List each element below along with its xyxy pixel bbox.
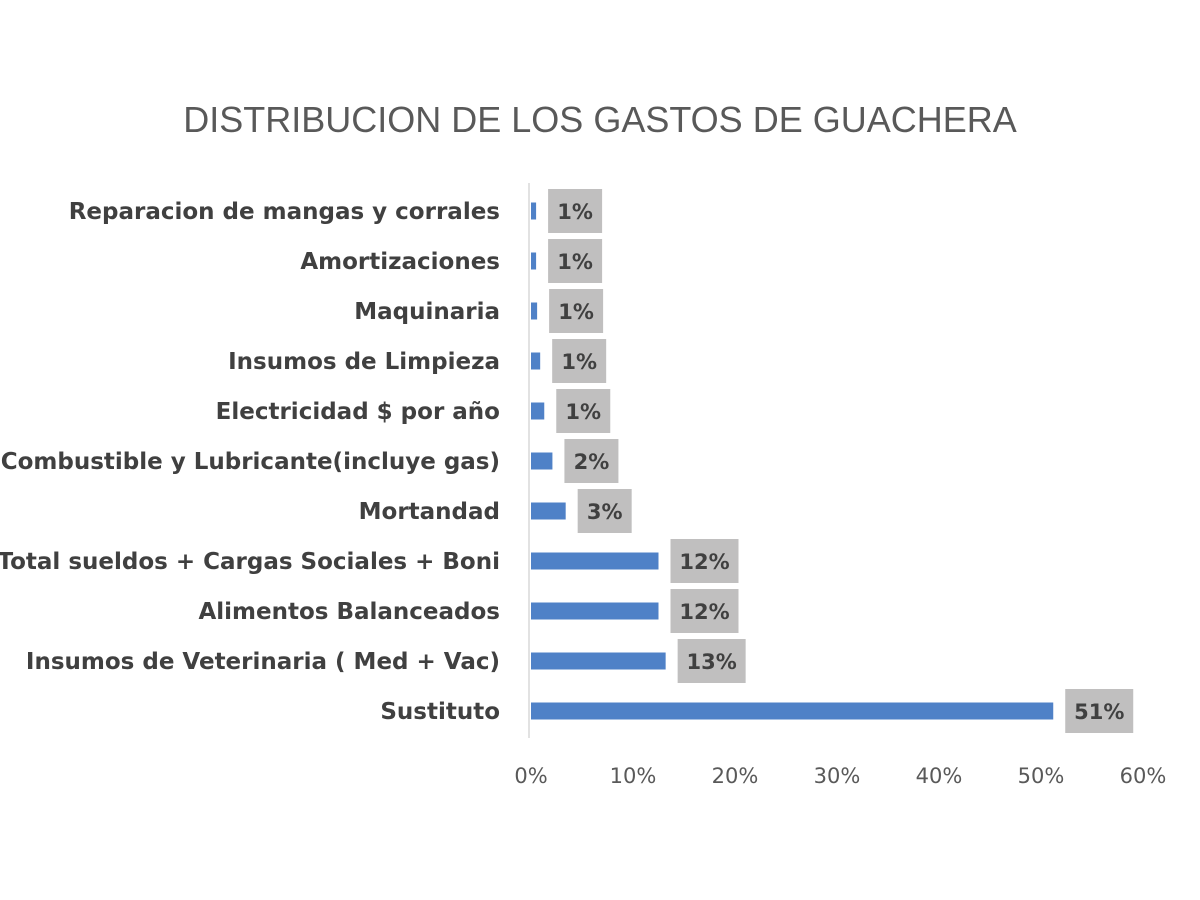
x-tick-label: 40% — [916, 764, 963, 788]
data-label-3: 1% — [549, 289, 604, 333]
category-label-7: Mortandad — [359, 499, 500, 525]
data-label-text: 2% — [574, 450, 610, 474]
data-label-8: 12% — [670, 539, 739, 583]
data-label-5: 1% — [556, 389, 611, 433]
data-label-box — [577, 489, 632, 533]
data-label-text: 1% — [558, 300, 594, 324]
x-tick-label: 20% — [712, 764, 759, 788]
data-label-text: 51% — [1074, 700, 1124, 724]
data-label-text: 3% — [587, 500, 623, 524]
x-axis-ticks-group: 0% 10% 20% 30% 40% 50% 60% — [514, 764, 1166, 788]
data-label-box — [556, 389, 611, 433]
data-label-text: 1% — [565, 400, 601, 424]
bar-11 — [531, 702, 1054, 720]
bar-2 — [531, 252, 537, 270]
data-label-6: 2% — [564, 439, 619, 483]
category-labels-group: Reparacion de mangas y corrales Amortizac… — [0, 199, 500, 725]
category-label-9: Alimentos Balanceados — [198, 599, 500, 625]
category-label-3: Maquinaria — [354, 299, 500, 325]
category-label-6: Combustible y Lubricante(incluye gas) — [1, 449, 500, 475]
data-label-1: 1% — [548, 189, 603, 233]
x-tick-label: 0% — [514, 764, 547, 788]
data-label-box — [548, 239, 603, 283]
data-label-text: 12% — [679, 600, 729, 624]
bar-1 — [531, 202, 537, 220]
x-tick-label: 30% — [814, 764, 861, 788]
category-label-1: Reparacion de mangas y corrales — [69, 199, 500, 225]
chart-title: DISTRIBUCION DE LOS GASTOS DE GUACHERA — [183, 99, 1016, 140]
data-label-9: 12% — [670, 589, 739, 633]
data-label-11: 51% — [1065, 689, 1134, 733]
data-label-text: 1% — [561, 350, 597, 374]
category-label-5: Electricidad $ por año — [216, 399, 500, 425]
data-label-2: 1% — [548, 239, 603, 283]
category-label-10: Insumos de Veterinaria ( Med + Vac) — [26, 649, 500, 675]
data-label-box — [548, 189, 603, 233]
x-tick-label: 60% — [1120, 764, 1167, 788]
bars-group — [531, 202, 1054, 720]
data-labels-group: 1% 1% 1% 1% 1% 2% 3% 12% 12% 13% 51% — [548, 189, 1134, 733]
bar-3 — [531, 302, 538, 320]
x-tick-label: 10% — [610, 764, 657, 788]
data-label-box — [1065, 689, 1134, 733]
bar-8 — [531, 552, 659, 570]
bar-4 — [531, 352, 541, 370]
data-label-text: 13% — [687, 650, 737, 674]
category-label-4: Insumos de Limpieza — [228, 349, 500, 375]
data-label-box — [552, 339, 607, 383]
data-label-box — [549, 289, 604, 333]
category-label-2: Amortizaciones — [300, 249, 500, 275]
bar-5 — [531, 402, 545, 420]
data-label-text: 1% — [557, 200, 593, 224]
x-tick-label: 50% — [1018, 764, 1065, 788]
data-label-box — [670, 539, 739, 583]
category-label-11: Sustituto — [380, 699, 500, 725]
data-label-box — [670, 589, 739, 633]
data-label-10: 13% — [677, 639, 746, 683]
category-label-8: Total sueldos + Cargas Sociales + Boni — [0, 549, 500, 575]
data-label-text: 1% — [557, 250, 593, 274]
bar-9 — [531, 602, 659, 620]
bar-6 — [531, 452, 553, 470]
data-label-text: 12% — [679, 550, 729, 574]
data-label-box — [564, 439, 619, 483]
data-label-box — [677, 639, 746, 683]
data-label-7: 3% — [577, 489, 632, 533]
bar-7 — [531, 502, 566, 520]
data-label-4: 1% — [552, 339, 607, 383]
bar-10 — [531, 652, 666, 670]
